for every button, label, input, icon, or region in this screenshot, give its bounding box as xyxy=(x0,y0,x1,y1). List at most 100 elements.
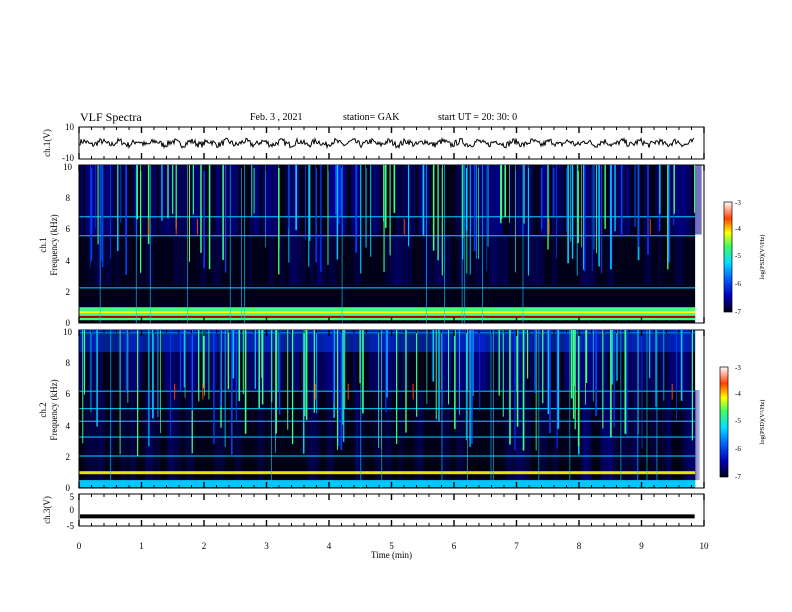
spectrogram-noise-lower xyxy=(93,390,102,481)
spectrogram-noise-upper xyxy=(401,165,412,235)
spectrogram-noise-lower xyxy=(552,390,559,481)
spectrogram-noise-lower xyxy=(299,234,306,286)
spectrogram-noise-upper xyxy=(681,330,692,391)
xtick-0: 0 xyxy=(77,541,82,551)
ch2-freq-tick-0: 0 xyxy=(66,483,71,493)
spectrogram-noise-lower xyxy=(248,234,252,286)
spectrogram-noise-upper xyxy=(308,330,315,391)
spectrogram-noise-lower xyxy=(145,234,154,286)
spectrogram-noise-upper xyxy=(368,330,380,391)
ch1-freq-tick-10: 10 xyxy=(63,162,73,172)
spectrogram-noise-lower xyxy=(681,390,690,481)
spectrogram-noise-lower xyxy=(515,390,526,481)
spectrogram-band xyxy=(79,408,696,410)
spectrogram-noise-lower xyxy=(590,234,596,286)
spectrogram-noise-lower xyxy=(435,234,446,286)
spectrogram-noise-lower xyxy=(148,390,157,481)
xtick-10: 10 xyxy=(700,541,710,551)
ch1-cb-tick-minus7: -7 xyxy=(735,308,741,316)
ch1-cb-tick-minus3: -3 xyxy=(735,199,741,207)
ch1-freq-tick-4: 4 xyxy=(66,256,71,266)
spectrogram-band xyxy=(79,216,696,218)
spectrogram-noise-upper xyxy=(482,330,486,391)
spectrogram-noise-upper xyxy=(626,330,634,391)
ch1-yticks: 0 2 4 6 8 10 xyxy=(63,162,73,328)
spectrogram-noise-lower xyxy=(356,390,365,481)
spectrogram-noise-upper xyxy=(455,330,462,391)
xtick-4: 4 xyxy=(327,541,332,551)
spectrogram-noise-upper xyxy=(247,330,250,391)
spectrogram-noise-lower xyxy=(128,390,133,481)
spectrogram-lowfreq-band xyxy=(79,307,696,320)
spectrogram-noise-lower xyxy=(409,234,412,286)
spectrogram-noise-lower xyxy=(606,390,612,481)
spectrogram-noise-upper xyxy=(265,165,272,235)
spectrogram-noise-upper xyxy=(332,165,336,235)
spectrogram-noise-lower xyxy=(514,390,521,481)
spectrogram-noise-upper xyxy=(483,330,491,391)
spectrogram-noise-upper xyxy=(522,165,534,235)
spectrogram-band xyxy=(79,235,696,237)
spectrogram-noise-lower xyxy=(685,390,694,481)
spectrogram-noise-upper xyxy=(632,330,643,391)
ch2-cb-tick-minus7: -7 xyxy=(735,473,741,481)
ch2-colorbar-label: log(PSD)(V²/Hz) xyxy=(759,400,766,445)
spectrogram-noise-lower xyxy=(395,234,402,286)
spectrogram-noise-lower xyxy=(172,390,181,481)
ch1-ytick-top: 10 xyxy=(65,122,75,132)
spectrogram-noise-lower xyxy=(535,234,545,286)
xtick-3: 3 xyxy=(264,541,269,551)
spectrogram-band xyxy=(79,471,696,475)
spectrogram-noise-upper xyxy=(191,165,199,235)
spectrogram-noise-upper xyxy=(141,165,146,235)
spectrogram-noise-upper xyxy=(286,165,299,235)
spectrogram-noise-lower xyxy=(353,234,361,286)
spectrogram-noise-lower xyxy=(306,390,315,481)
spectrogram-noise-upper xyxy=(133,165,137,235)
ch1-freq-tick-0: 0 xyxy=(66,318,71,328)
spectrogram-noise-upper xyxy=(495,165,502,235)
spectrogram-noise-lower xyxy=(211,234,215,286)
spectrogram-noise-lower xyxy=(109,390,113,481)
spectrogram-noise-upper xyxy=(401,330,409,391)
spectrogram-noise-lower xyxy=(355,390,359,481)
spectrogram-noise-lower xyxy=(87,234,91,286)
ch2-channel-label: ch.2 xyxy=(38,402,48,417)
spectrogram-noise-upper xyxy=(655,165,660,235)
spectrogram-noise-upper xyxy=(509,165,513,235)
spectrogram-noise-lower xyxy=(474,234,482,286)
spectrogram-noise-upper xyxy=(133,330,139,391)
spectrogram-noise-upper xyxy=(230,165,240,235)
x-axis-label: Time (min) xyxy=(371,550,412,560)
spectrogram-noise-lower xyxy=(691,390,700,481)
spectrogram-noise-upper xyxy=(604,330,608,391)
ch3-ytick-bottom: -5 xyxy=(67,521,75,531)
spectrogram-noise-lower xyxy=(268,234,275,286)
spectrogram-noise-upper xyxy=(215,165,222,235)
spectrogram-noise-lower xyxy=(489,234,497,286)
panel-ch2-spectrogram: 0 2 4 6 8 10 ch.2 Frequency (kHz) -3 -4 … xyxy=(38,327,766,493)
spectrogram-noise-lower xyxy=(643,234,652,286)
spectrogram-noise-upper xyxy=(469,165,473,235)
spectrogram-noise-lower xyxy=(389,234,397,286)
spectrogram-noise-lower xyxy=(310,390,320,481)
spectrogram-noise-lower xyxy=(199,234,202,286)
spectrogram-noise-upper xyxy=(266,330,272,391)
spectrogram-noise-upper xyxy=(158,165,170,235)
spectrogram-noise-lower xyxy=(168,390,175,481)
spectrogram-noise-upper xyxy=(374,330,386,391)
spectrogram-noise-lower xyxy=(490,234,501,286)
ch1-ytick-bottom: -10 xyxy=(62,153,74,163)
ch2-freq-ylabel: Frequency (kHz) xyxy=(49,379,59,440)
spectrogram-noise-lower xyxy=(97,234,100,286)
spectrogram-noise-lower xyxy=(180,234,186,286)
spectrogram-noise-lower xyxy=(384,390,392,481)
ch1-colorbar-label: log(PSD)(V²/Hz) xyxy=(759,235,766,280)
spectrogram-noise-upper xyxy=(685,165,692,235)
spectrogram-noise-upper xyxy=(477,165,489,235)
spectrogram-noise-lower xyxy=(280,234,284,286)
ch2-freq-tick-6: 6 xyxy=(66,389,71,399)
spectrogram-noise-lower xyxy=(120,390,127,481)
ch3-ytick-top: 5 xyxy=(70,492,75,502)
